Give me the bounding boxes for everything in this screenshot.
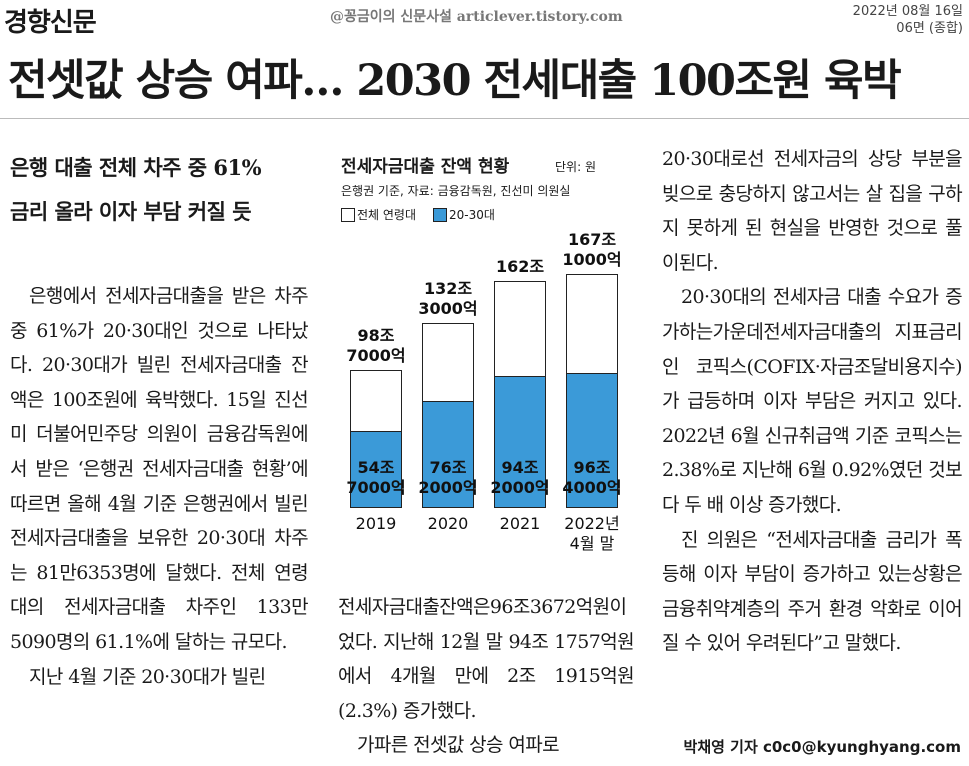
paragraph: 지난 4월 기준 20·30대가 빌린 <box>29 665 266 688</box>
x-tick-label: 2019 <box>355 514 397 533</box>
page-number: 06면 (종합) <box>896 21 963 36</box>
paragraph: 가파른 전셋값 상승 여파로 <box>357 734 560 757</box>
byline: 박채영 기자 c0c0@kyunghyang.com <box>683 738 961 756</box>
legend-label: 20-30대 <box>449 208 495 222</box>
value-label: 94조 2000억 <box>490 458 550 497</box>
column: 전세자금대출잔액은96조3672억원이었다. 지난해 12월 말 94조 175… <box>338 590 635 763</box>
x-tick-label: 2022년 4월 말 <box>564 514 620 553</box>
x-tick-label: 2021 <box>499 514 541 533</box>
paragraph: 20·30대의 전세자금 대출 수요가 증가하는가운데전세자금대출의 지표금리인… <box>662 286 963 516</box>
subhead-line: 은행 대출 전체 차주 중 61% <box>10 155 262 180</box>
headline: 전셋값 상승 여파… 2030 전세대출 100조원 육박 <box>8 56 902 106</box>
value-label: 98조 7000억 <box>346 325 406 365</box>
x-tick-label: 2020 <box>427 514 469 533</box>
column: 20·30대로선 전세자금의 상당 부분을 빚으로 충당하지 않고서는 살 집을… <box>662 142 963 661</box>
paper-name: 경향신문 <box>4 8 97 38</box>
bar <box>422 401 474 508</box>
legend-label: 전체 연령대 <box>357 208 417 222</box>
watermark: @꽁금이의 신문사설 articlever.tistory.com <box>330 9 623 25</box>
bar <box>566 373 618 508</box>
legend-swatch <box>341 208 355 222</box>
chart-unit: 단위: 원 <box>555 160 596 174</box>
bar <box>350 431 402 508</box>
paragraph: 진 의원은 “전세자금대출 금리가 폭등해 이자 부담이 증가하고 있는상황은금… <box>662 528 963 655</box>
value-label: 96조 4000억 <box>562 458 622 497</box>
rule <box>0 118 969 119</box>
value-label: 162조 <box>495 257 545 277</box>
paragraph: 은행에서 전세자금대출을 받은 차주 중 61%가 20·30대인 것으로 나타… <box>10 285 309 653</box>
bar <box>494 376 546 508</box>
value-label: 132조 3000억 <box>418 278 478 318</box>
paragraph: 전세자금대출잔액은96조3672억원이었다. 지난해 12월 말 94조 175… <box>338 596 635 722</box>
chart-source: 은행권 기준, 자료: 금융감독원, 진선미 의원실 <box>341 184 571 198</box>
date: 2022년 08월 16일 <box>852 4 963 19</box>
chart-title: 전세자금대출 잔액 현황 <box>341 157 510 177</box>
value-label: 76조 2000억 <box>418 458 478 497</box>
value-label: 167조 1000억 <box>562 230 622 270</box>
value-label: 54조 7000억 <box>346 458 406 497</box>
subhead-line: 금리 올라 이자 부담 커질 듯 <box>10 199 252 224</box>
chart: 전세자금대출 잔액 현황 단위: 원 은행권 기준, 자료: 금융감독원, 진선… <box>335 140 640 553</box>
subhead: 은행 대출 전체 차주 중 61% 금리 올라 이자 부담 커질 듯 <box>10 146 262 234</box>
paragraph: 20·30대로선 전세자금의 상당 부분을 빚으로 충당하지 않고서는 살 집을… <box>662 148 963 274</box>
legend-swatch <box>433 208 447 222</box>
column: 은행에서 전세자금대출을 받은 차주 중 61%가 20·30대인 것으로 나타… <box>10 279 309 694</box>
